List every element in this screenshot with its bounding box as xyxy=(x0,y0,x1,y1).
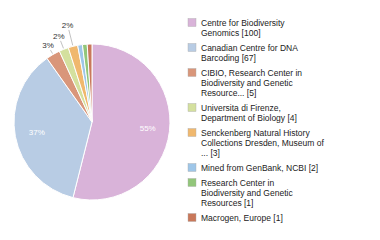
legend-swatch xyxy=(188,129,196,137)
legend: Centre for BiodiversityGenomics [100] Can… xyxy=(188,18,324,223)
pie xyxy=(14,44,170,200)
legend-swatch xyxy=(188,164,196,172)
data-label: 2% xyxy=(62,21,74,30)
legend-swatch xyxy=(188,104,196,112)
legend-label: Senckenberg Natural HistoryCollections D… xyxy=(201,128,324,158)
legend-label: Research Center inBiodiversity and Genet… xyxy=(201,178,293,208)
leader-line xyxy=(61,41,64,48)
legend-label: Canadian Centre for DNABarcoding [67] xyxy=(201,43,298,63)
legend-label: Centre for BiodiversityGenomics [100] xyxy=(201,18,285,38)
data-label: 55% xyxy=(140,124,156,133)
data-label: 3% xyxy=(42,41,54,50)
legend-label: Universita di Firenze,Department of Biol… xyxy=(201,103,297,123)
legend-label: CIBIO, Research Center inBiodiversity an… xyxy=(201,68,302,98)
legend-swatch xyxy=(188,214,196,222)
data-label: 2% xyxy=(53,32,65,41)
legend-swatch xyxy=(188,44,196,52)
leader-line xyxy=(69,30,73,46)
leader-line xyxy=(51,50,53,53)
chart: 55%37%3%2%2%Centre for BiodiversityGenom… xyxy=(0,0,380,240)
data-labels: 55%37%3%2%2% xyxy=(29,21,156,137)
data-label: 37% xyxy=(29,128,45,137)
legend-label: Macrogen, Europe [1] xyxy=(201,213,283,223)
legend-swatch xyxy=(188,179,196,187)
legend-swatch xyxy=(188,19,196,27)
legend-label: Mined from GenBank, NCBI [2] xyxy=(201,163,318,173)
legend-swatch xyxy=(188,69,196,77)
pie-slice xyxy=(82,44,92,122)
pie-slice xyxy=(78,45,92,122)
pie-slice xyxy=(87,44,92,122)
